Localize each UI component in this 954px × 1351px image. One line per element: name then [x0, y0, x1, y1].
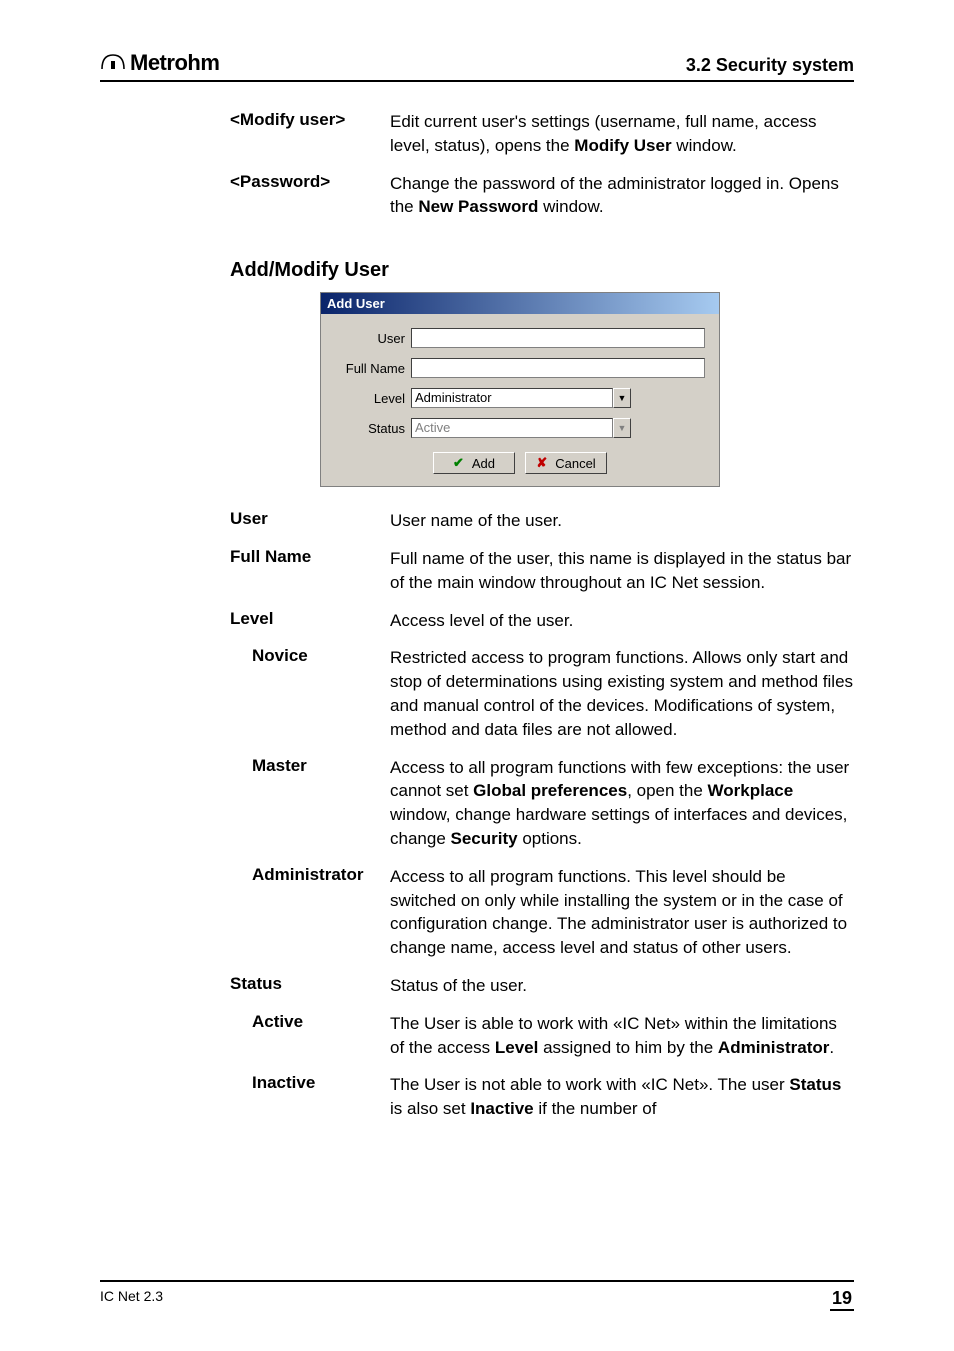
dialog-title: Add User — [321, 293, 719, 314]
definition-term: Novice — [230, 646, 390, 741]
definition-row: NoviceRestricted access to program funct… — [230, 646, 854, 741]
definition-desc: User name of the user. — [390, 509, 854, 533]
definition-row: InactiveThe User is not able to work wit… — [230, 1073, 854, 1121]
definition-term: <Modify user> — [230, 110, 390, 158]
add-user-dialog: Add User User Full Name Level Administra… — [320, 292, 720, 487]
definition-term: Administrator — [230, 865, 390, 960]
chevron-down-icon: ▼ — [618, 423, 627, 433]
definition-desc: Full name of the user, this name is disp… — [390, 547, 854, 595]
add-button-label: Add — [472, 456, 495, 471]
definition-term: Full Name — [230, 547, 390, 595]
level-label: Level — [335, 391, 411, 406]
definition-row: AdministratorAccess to all program funct… — [230, 865, 854, 960]
fullname-label: Full Name — [335, 361, 411, 376]
chevron-down-icon: ▼ — [618, 393, 627, 403]
header-section: 3.2 Security system — [686, 55, 854, 76]
definition-row: <Modify user>Edit current user's setting… — [230, 110, 854, 158]
page-header: Metrohm 3.2 Security system — [100, 50, 854, 82]
page-footer: IC Net 2.3 19 — [100, 1280, 854, 1311]
definition-desc: Status of the user. — [390, 974, 854, 998]
definition-term: Status — [230, 974, 390, 998]
add-button[interactable]: ✔ Add — [433, 452, 515, 474]
metrohm-icon — [100, 51, 126, 76]
definition-desc: Change the password of the administrator… — [390, 172, 854, 220]
definition-desc: Edit current user's settings (username, … — [390, 110, 854, 158]
cancel-button[interactable]: ✘ Cancel — [525, 452, 607, 474]
definition-row: LevelAccess level of the user. — [230, 609, 854, 633]
status-label: Status — [335, 421, 411, 436]
definition-row: UserUser name of the user. — [230, 509, 854, 533]
check-icon: ✔ — [453, 455, 464, 471]
definition-desc: Access to all program functions with few… — [390, 756, 854, 851]
definition-term: Inactive — [230, 1073, 390, 1121]
definition-term: Level — [230, 609, 390, 633]
cancel-button-label: Cancel — [555, 456, 595, 471]
definition-row: Full NameFull name of the user, this nam… — [230, 547, 854, 595]
section-heading: Add/Modify User — [230, 259, 854, 282]
definition-desc: The User is able to work with «IC Net» w… — [390, 1012, 854, 1060]
definition-desc: The User is not able to work with «IC Ne… — [390, 1073, 854, 1121]
definition-row: ActiveThe User is able to work with «IC … — [230, 1012, 854, 1060]
definition-term: Master — [230, 756, 390, 851]
level-dropdown-button[interactable]: ▼ — [613, 388, 631, 408]
definition-desc: Access to all program functions. This le… — [390, 865, 854, 960]
footer-left: IC Net 2.3 — [100, 1288, 163, 1311]
user-input[interactable] — [411, 328, 705, 348]
user-label: User — [335, 331, 411, 346]
definition-desc: Access level of the user. — [390, 609, 854, 633]
logo-text: Metrohm — [130, 50, 219, 76]
definition-row: StatusStatus of the user. — [230, 974, 854, 998]
definition-row: MasterAccess to all program functions wi… — [230, 756, 854, 851]
status-dropdown-button: ▼ — [613, 418, 631, 438]
x-icon: ✘ — [536, 455, 547, 471]
definition-term: <Password> — [230, 172, 390, 220]
logo: Metrohm — [100, 50, 219, 76]
fullname-input[interactable] — [411, 358, 705, 378]
level-select[interactable]: Administrator — [411, 388, 613, 408]
definition-term: User — [230, 509, 390, 533]
definition-term: Active — [230, 1012, 390, 1060]
definition-desc: Restricted access to program functions. … — [390, 646, 854, 741]
status-select: Active — [411, 418, 613, 438]
definition-row: <Password>Change the password of the adm… — [230, 172, 854, 220]
page-number: 19 — [830, 1288, 854, 1311]
